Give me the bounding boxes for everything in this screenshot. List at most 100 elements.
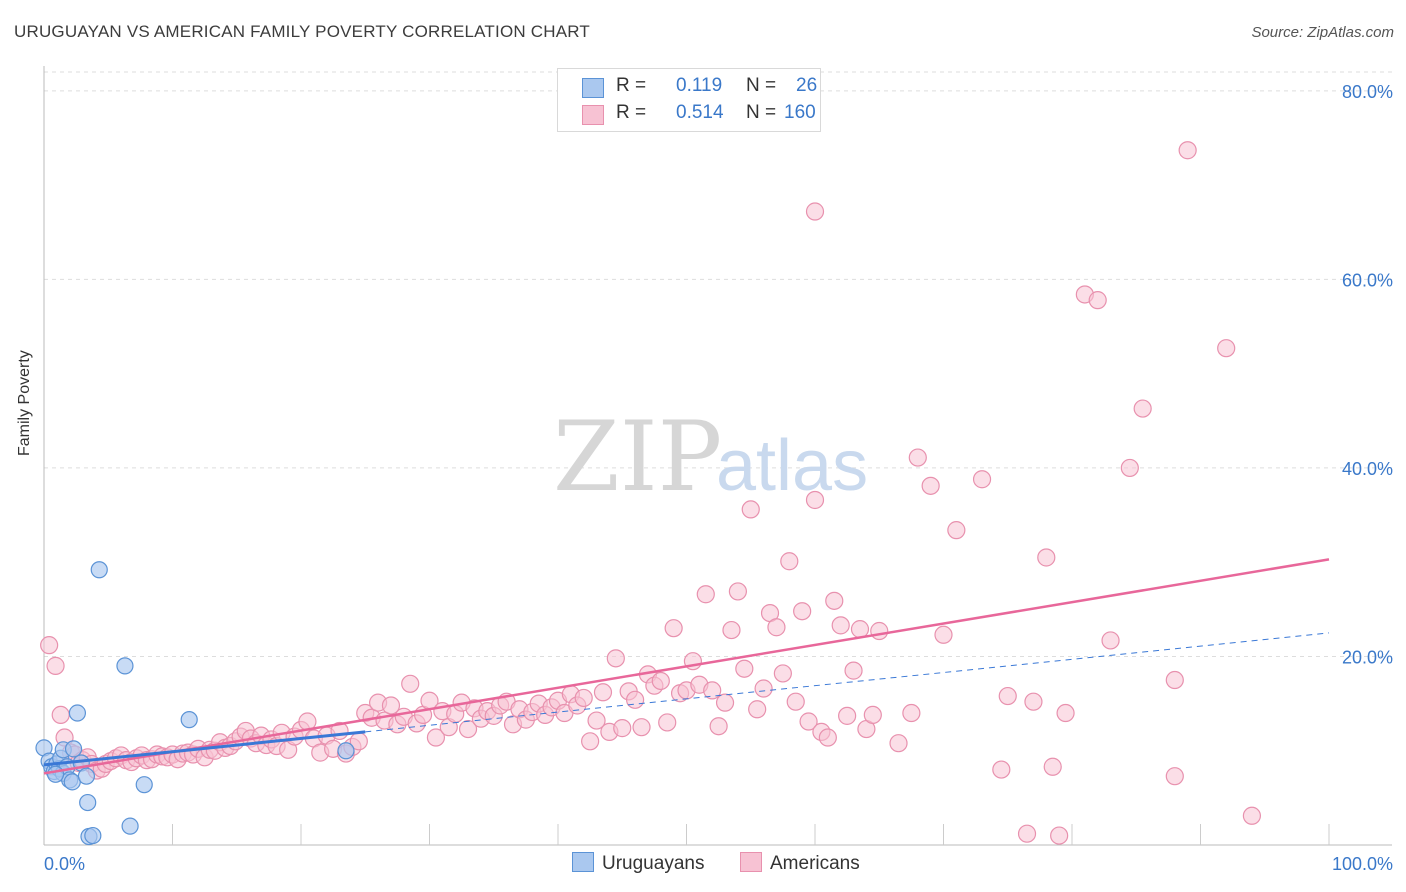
americans-r-value: 0.514: [676, 102, 724, 123]
bottom-legend-americans: Americans: [740, 852, 860, 875]
y-axis-label: Family Poverty: [16, 350, 33, 456]
american-point: [458, 719, 478, 739]
american-point: [696, 585, 715, 604]
americans-trend-line: [43, 558, 1330, 775]
american-point: [1217, 339, 1236, 358]
uruguayans-r-label: R =: [616, 75, 647, 96]
american-point: [1133, 399, 1152, 418]
american-point: [40, 636, 59, 655]
american-point: [581, 732, 600, 751]
uruguayan-point: [121, 817, 139, 835]
american-point: [625, 690, 645, 709]
trend-lines: [43, 558, 1330, 775]
american-point: [838, 706, 857, 725]
uruguayans-trend-extension: [365, 632, 1330, 733]
american-point: [1242, 806, 1262, 825]
uruguayans-n-value: 26: [796, 75, 818, 96]
uruguayan-point: [46, 765, 65, 783]
bottom-americans-swatch: [740, 852, 762, 872]
american-point: [709, 717, 728, 736]
axes: [43, 66, 1392, 846]
american-point: [606, 649, 625, 668]
y-tick-label: 20.0%: [1342, 647, 1393, 667]
american-point: [632, 718, 651, 737]
american-point: [805, 490, 825, 510]
bottom-legend-uruguayans: Uruguayans: [572, 852, 704, 875]
american-point: [767, 618, 786, 637]
uruguayan-point: [84, 826, 102, 845]
american-point: [1120, 458, 1139, 478]
american-point: [972, 470, 992, 489]
american-point: [870, 621, 889, 641]
uruguayan-point: [116, 657, 134, 675]
american-point: [805, 202, 825, 221]
americans-n-label: N =: [746, 102, 777, 123]
american-point: [1050, 826, 1069, 845]
american-point: [722, 620, 741, 640]
american-point: [998, 686, 1017, 706]
american-point: [773, 664, 792, 683]
american-point: [1088, 291, 1107, 310]
american-point: [401, 674, 420, 693]
watermark-zip: ZIP: [553, 401, 722, 513]
uruguayans-trend-line: [43, 730, 366, 767]
x-tick-label-max: 100.0%: [1332, 854, 1393, 874]
american-point: [735, 659, 754, 678]
american-point: [51, 705, 70, 725]
american-point: [863, 705, 882, 725]
bottom-uruguayans-swatch: [572, 852, 594, 872]
uruguayans-points: [35, 561, 355, 846]
american-point: [947, 521, 966, 540]
x-tick-label-min: 0.0%: [44, 854, 85, 874]
american-point: [992, 760, 1011, 779]
y-tick-label: 60.0%: [1342, 270, 1393, 290]
american-point: [664, 619, 683, 638]
uruguayan-point: [77, 767, 96, 785]
american-point: [1017, 824, 1037, 843]
american-point: [46, 656, 65, 675]
american-point: [793, 602, 812, 621]
american-point: [703, 681, 722, 700]
american-point: [754, 679, 773, 698]
uruguayan-point: [79, 793, 97, 812]
correlation-legend: R = 0.119 N = 26 R = 0.514 N = 160: [557, 68, 821, 132]
american-point: [1056, 703, 1075, 723]
american-point: [902, 703, 921, 723]
tick-labels: 20.0% 40.0% 60.0% 80.0% 0.0% 100.0%: [44, 82, 1393, 874]
gridlines: [44, 71, 1392, 657]
uruguayan-point: [90, 561, 108, 579]
watermark-atlas: atlas: [716, 426, 868, 506]
uruguayan-point: [64, 740, 83, 758]
american-point: [381, 696, 401, 715]
american-point: [748, 700, 767, 719]
american-point: [818, 728, 837, 747]
american-point: [908, 448, 927, 467]
american-point: [889, 734, 908, 753]
american-point: [921, 476, 940, 495]
american-point: [1178, 141, 1197, 160]
uruguayan-point: [337, 742, 355, 760]
bottom-americans-label: Americans: [770, 853, 860, 874]
bottom-uruguayans-label: Uruguayans: [602, 853, 705, 874]
source-label: Source: ZipAtlas.com: [1251, 24, 1394, 41]
american-point: [613, 719, 632, 738]
uruguayans-swatch: [582, 78, 604, 98]
american-point: [825, 591, 844, 610]
uruguayan-point: [68, 704, 87, 722]
y-tick-label: 80.0%: [1342, 82, 1393, 102]
american-point: [780, 552, 799, 571]
american-point: [658, 713, 677, 732]
american-point: [574, 688, 593, 708]
american-point: [1043, 757, 1062, 776]
uruguayan-point: [180, 711, 198, 729]
american-point: [1037, 548, 1056, 567]
american-point: [587, 711, 606, 730]
american-point: [844, 661, 863, 680]
american-point: [741, 500, 760, 519]
uruguayan-point: [135, 776, 153, 794]
american-point: [728, 582, 748, 601]
american-point: [1165, 670, 1184, 690]
americans-r-label: R =: [616, 102, 647, 123]
american-point: [651, 671, 670, 691]
